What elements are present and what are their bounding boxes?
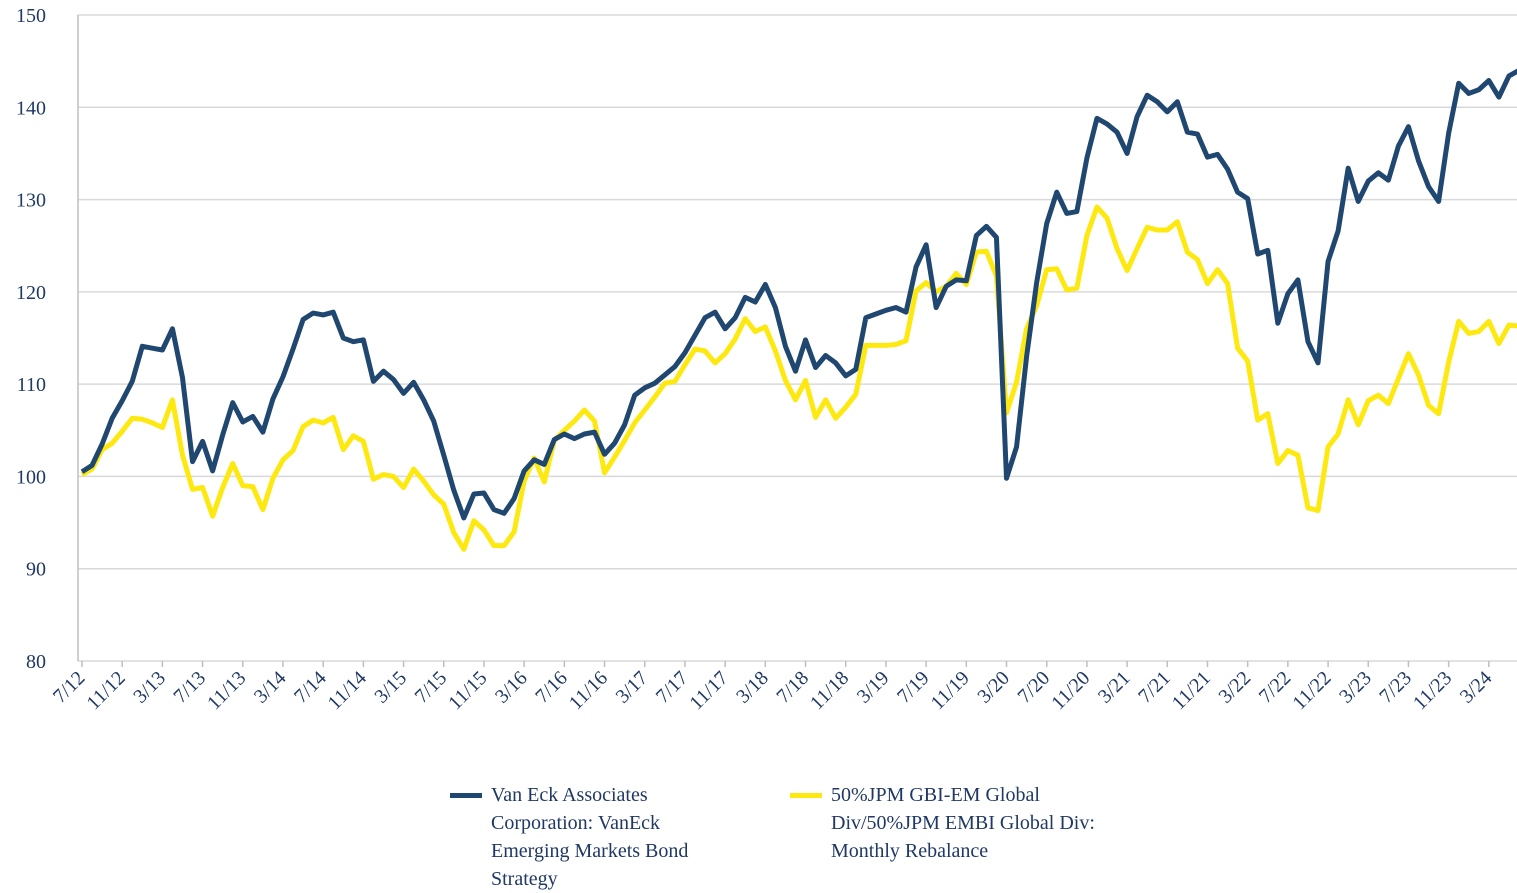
x-tick-label: 3/24 bbox=[1456, 667, 1497, 708]
y-tick-label: 150 bbox=[16, 5, 46, 27]
x-tick-label: 7/20 bbox=[1014, 667, 1055, 708]
y-tick-label: 80 bbox=[26, 651, 46, 673]
x-tick-label: 11/15 bbox=[444, 667, 491, 714]
x-tick-label: 3/20 bbox=[973, 667, 1014, 708]
legend-label: 50%JPM GBI-EM Global Div/50%JPM EMBI Glo… bbox=[831, 784, 1095, 862]
x-tick-label: 7/14 bbox=[290, 667, 331, 708]
x-tick-label: 11/20 bbox=[1047, 667, 1094, 714]
x-tick-label: 3/14 bbox=[250, 667, 291, 708]
series-line bbox=[80, 204, 1517, 552]
x-tick-label: 7/18 bbox=[772, 667, 813, 708]
legend-label: Van Eck Associates Corporation: VanEck E… bbox=[491, 784, 689, 890]
x-tick-label: 11/16 bbox=[565, 667, 612, 714]
x-tick-label: 7/17 bbox=[652, 667, 693, 708]
x-tick-label: 3/18 bbox=[732, 667, 773, 708]
x-tick-label: 11/18 bbox=[806, 667, 853, 714]
legend-swatch bbox=[450, 793, 482, 798]
x-tick-label: 7/23 bbox=[1375, 667, 1416, 708]
legend-item: 50%JPM GBI-EM Global Div/50%JPM EMBI Glo… bbox=[790, 781, 1101, 865]
legend-item: Van Eck Associates Corporation: VanEck E… bbox=[450, 781, 731, 893]
x-tick-label: 3/22 bbox=[1215, 667, 1256, 708]
y-tick-label: 120 bbox=[16, 282, 46, 304]
x-tick-label: 3/17 bbox=[612, 667, 653, 708]
x-tick-label: 11/13 bbox=[203, 667, 250, 714]
x-tick-label: 7/15 bbox=[411, 667, 452, 708]
x-tick-label: 7/19 bbox=[893, 667, 934, 708]
x-tick-label: 3/23 bbox=[1335, 667, 1376, 708]
y-tick-label: 100 bbox=[16, 466, 46, 488]
y-tick-label: 140 bbox=[16, 97, 46, 119]
legend-swatch bbox=[790, 793, 822, 798]
x-tick-label: 11/19 bbox=[927, 667, 974, 714]
x-tick-label: 7/12 bbox=[49, 667, 90, 708]
x-tick-label: 11/23 bbox=[1409, 667, 1456, 714]
x-tick-label: 7/21 bbox=[1134, 667, 1175, 708]
x-tick-label: 7/13 bbox=[169, 667, 210, 708]
x-tick-label: 11/21 bbox=[1168, 667, 1215, 714]
x-tick-label: 11/22 bbox=[1288, 667, 1335, 714]
x-tick-label: 7/16 bbox=[531, 667, 572, 708]
y-tick-label: 110 bbox=[17, 374, 46, 396]
x-tick-label: 11/14 bbox=[324, 667, 371, 714]
x-tick-label: 7/22 bbox=[1255, 667, 1296, 708]
x-tick-label: 3/15 bbox=[370, 667, 411, 708]
y-tick-label: 130 bbox=[16, 190, 46, 212]
x-tick-label: 3/21 bbox=[1094, 667, 1135, 708]
x-tick-label: 11/17 bbox=[685, 667, 732, 714]
x-tick-label: 3/19 bbox=[853, 667, 894, 708]
series-line bbox=[80, 68, 1517, 521]
x-tick-label: 3/13 bbox=[129, 667, 170, 708]
x-tick-label: 3/16 bbox=[491, 667, 532, 708]
y-tick-label: 90 bbox=[26, 559, 46, 581]
x-tick-label: 11/12 bbox=[82, 667, 129, 714]
